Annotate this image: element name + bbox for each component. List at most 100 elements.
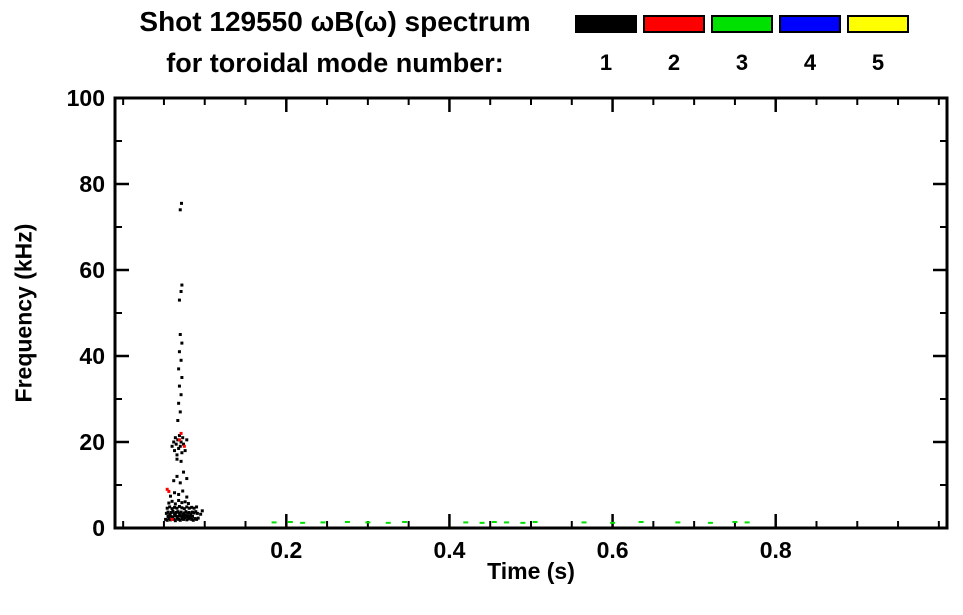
data-point-mode-1 <box>171 509 175 513</box>
data-point-mode-1 <box>181 515 185 519</box>
axes-frame <box>113 96 949 530</box>
data-point-mode-1 <box>194 510 198 514</box>
data-point-mode-1 <box>185 495 189 499</box>
legend-swatch-mode-1 <box>575 15 637 33</box>
data-point-mode-3 <box>732 520 738 523</box>
data-point-mode-1 <box>180 501 184 505</box>
data-point-mode-1 <box>175 516 179 520</box>
data-point-mode-1 <box>178 444 182 448</box>
data-point-mode-1 <box>195 511 199 515</box>
data-point-mode-2 <box>177 438 181 442</box>
data-point-mode-1 <box>183 514 187 518</box>
chart-titles: Shot 129550 ωB(ω) spectrum for toroidal … <box>100 6 570 79</box>
data-point-mode-1 <box>190 505 194 509</box>
data-point-mode-1 <box>167 517 171 521</box>
legend-label-mode-2: 2 <box>667 50 681 75</box>
data-point-mode-1 <box>185 477 189 481</box>
data-point-mode-3 <box>581 521 587 524</box>
data-point-mode-3 <box>520 521 526 524</box>
data-point-mode-1 <box>192 506 196 510</box>
data-point-mode-1 <box>168 505 172 509</box>
x-tick-label: 0.6 <box>597 537 629 563</box>
y-tick-label: 20 <box>79 429 105 455</box>
data-point-mode-1 <box>179 510 183 514</box>
y-tick-label: 40 <box>79 343 105 369</box>
data-point-mode-1 <box>180 451 184 455</box>
data-point-mode-1 <box>168 514 172 518</box>
data-point-mode-1 <box>173 449 177 453</box>
data-point-mode-3 <box>744 521 750 524</box>
data-point-mode-3 <box>287 520 293 523</box>
data-point-mode-1 <box>177 492 181 496</box>
data-point-mode-1 <box>180 506 184 510</box>
y-tick-label: 0 <box>92 515 105 541</box>
data-point-mode-1 <box>182 442 186 446</box>
data-point-mode-1 <box>181 436 185 440</box>
data-point-mode-1 <box>199 512 203 516</box>
data-point-mode-1 <box>172 479 176 483</box>
legend-swatch-mode-2 <box>643 15 705 33</box>
data-point-mode-1 <box>183 500 187 504</box>
data-point-mode-1 <box>187 506 191 510</box>
data-point-mode-1 <box>186 511 190 515</box>
data-point-mode-1 <box>177 350 181 354</box>
data-point-mode-1 <box>195 505 199 509</box>
data-point-mode-1 <box>178 518 182 522</box>
chart-subtitle: for toroidal mode number: <box>166 48 504 78</box>
data-point-mode-3 <box>385 521 391 524</box>
chart-title: Shot 129550 ωB(ω) spectrum <box>139 6 531 37</box>
data-point-mode-1 <box>172 517 176 521</box>
data-point-mode-1 <box>186 514 190 518</box>
x-tick-label: 0.2 <box>270 537 302 563</box>
data-point-mode-2 <box>165 487 169 491</box>
legend-swatch-mode-5 <box>847 15 909 33</box>
data-point-mode-3 <box>463 521 469 524</box>
legend-label-mode-1: 1 <box>599 50 613 75</box>
data-point-mode-1 <box>177 434 181 438</box>
data-point-mode-1 <box>186 501 190 505</box>
data-point-mode-1 <box>180 517 184 521</box>
y-tick-label: 60 <box>79 257 105 283</box>
data-point-mode-1 <box>164 517 168 521</box>
x-axis-label: Time (s) <box>487 558 575 584</box>
data-point-mode-1 <box>164 511 168 515</box>
data-point-mode-2 <box>167 489 171 493</box>
data-point-mode-1 <box>195 517 199 521</box>
data-point-mode-1 <box>173 505 177 509</box>
data-point-mode-1 <box>189 512 193 516</box>
data-point-mode-2 <box>179 431 183 435</box>
data-point-mode-1 <box>177 401 181 405</box>
data-point-mode-1 <box>176 514 180 518</box>
data-point-mode-2 <box>182 444 186 448</box>
data-point-mode-1 <box>193 517 197 521</box>
data-point-mode-1 <box>171 515 175 519</box>
data-point-mode-1 <box>179 459 183 463</box>
legend-item-mode-2: 2 <box>643 15 705 76</box>
legend-label-mode-5: 5 <box>871 50 885 75</box>
data-point-mode-1 <box>182 507 186 511</box>
data-point-mode-3 <box>271 521 277 524</box>
data-point-mode-1 <box>180 341 184 345</box>
data-point-mode-1 <box>165 518 169 522</box>
data-point-mode-1 <box>176 438 180 442</box>
data-point-mode-1 <box>173 491 177 495</box>
data-point-mode-1 <box>177 367 181 371</box>
data-point-mode-1 <box>172 440 176 444</box>
data-point-mode-1 <box>177 298 181 302</box>
data-point-mode-1 <box>185 438 189 442</box>
data-point-mode-1 <box>182 470 186 474</box>
data-point-mode-1 <box>173 436 177 440</box>
data-point-mode-3 <box>610 521 616 524</box>
data-point-mode-1 <box>173 519 177 523</box>
data-point-mode-3 <box>504 521 510 524</box>
data-point-mode-1 <box>168 512 172 516</box>
legend-item-mode-1: 1 <box>575 15 637 76</box>
data-point-mode-3 <box>675 521 681 524</box>
data-point-mode-1 <box>176 419 180 422</box>
data-point-mode-1 <box>165 506 169 510</box>
data-point-mode-1 <box>178 514 182 518</box>
data-point-mode-1 <box>174 442 178 446</box>
data-point-mode-1 <box>168 518 172 522</box>
data-point-mode-3 <box>491 520 497 523</box>
data-point-mode-1 <box>177 498 181 502</box>
